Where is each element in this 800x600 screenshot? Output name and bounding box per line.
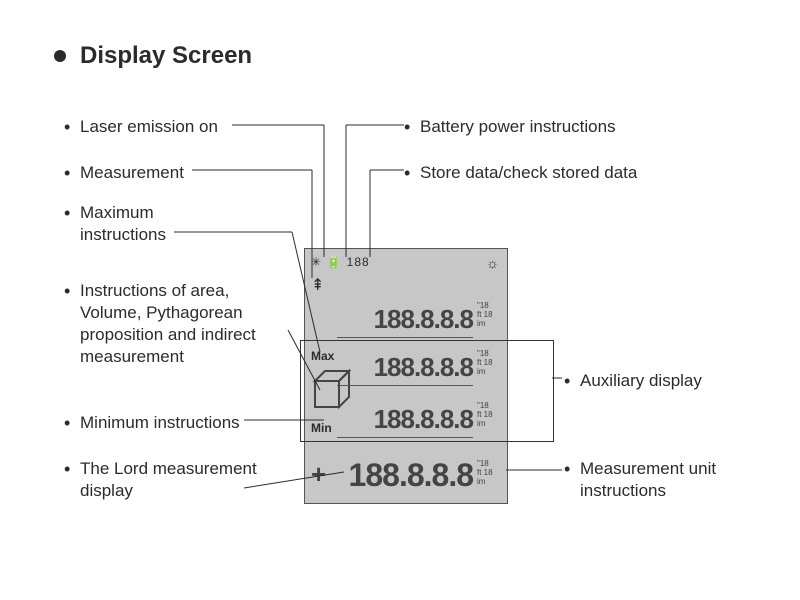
reference-icon: ⇞ bbox=[311, 275, 324, 295]
label-modes: Instructions of area, Volume, Pythagorea… bbox=[80, 280, 290, 368]
label-aux: Auxiliary display bbox=[580, 370, 702, 392]
page: Display Screen Laser emission on Measure… bbox=[0, 0, 800, 600]
label-main: The Lord measurement display bbox=[80, 458, 280, 502]
label-unit: Measurement unit instructions bbox=[580, 458, 740, 502]
title-bullet-icon bbox=[54, 50, 66, 62]
max-label: Max bbox=[311, 349, 334, 363]
lcd-row-1: 188.8.8.8 bbox=[337, 301, 473, 338]
lcd-row-main: 188.8.8.8 bbox=[337, 455, 473, 495]
label-battery: Battery power instructions bbox=[420, 116, 616, 138]
lcd-units-3: "18 ft 18 im bbox=[477, 401, 503, 428]
lcd-units-1: "18 ft 18 im bbox=[477, 301, 503, 328]
label-measurement: Measurement bbox=[80, 162, 184, 184]
backlight-icon: ☼ bbox=[486, 255, 499, 271]
lcd-units-main: "18 ft 18 im bbox=[477, 459, 503, 486]
page-title: Display Screen bbox=[80, 42, 252, 70]
label-store: Store data/check stored data bbox=[420, 162, 637, 184]
label-laser: Laser emission on bbox=[80, 116, 218, 138]
lcd-screen: ✳ 🔋 188 ☼ ⇞ Max Min 188.8.8.8 "18 ft 18 … bbox=[304, 248, 508, 504]
label-max: Maximum instructions bbox=[80, 202, 230, 246]
lcd-row-3: 188.8.8.8 bbox=[337, 401, 473, 438]
label-min: Minimum instructions bbox=[80, 412, 240, 434]
lcd-units-2: "18 ft 18 im bbox=[477, 349, 503, 376]
lcd-row-2: 188.8.8.8 bbox=[337, 349, 473, 386]
lcd-top-icons: ✳ 🔋 188 bbox=[311, 255, 370, 269]
lcd-plus-icon: + bbox=[311, 459, 326, 490]
min-label: Min bbox=[311, 421, 332, 435]
